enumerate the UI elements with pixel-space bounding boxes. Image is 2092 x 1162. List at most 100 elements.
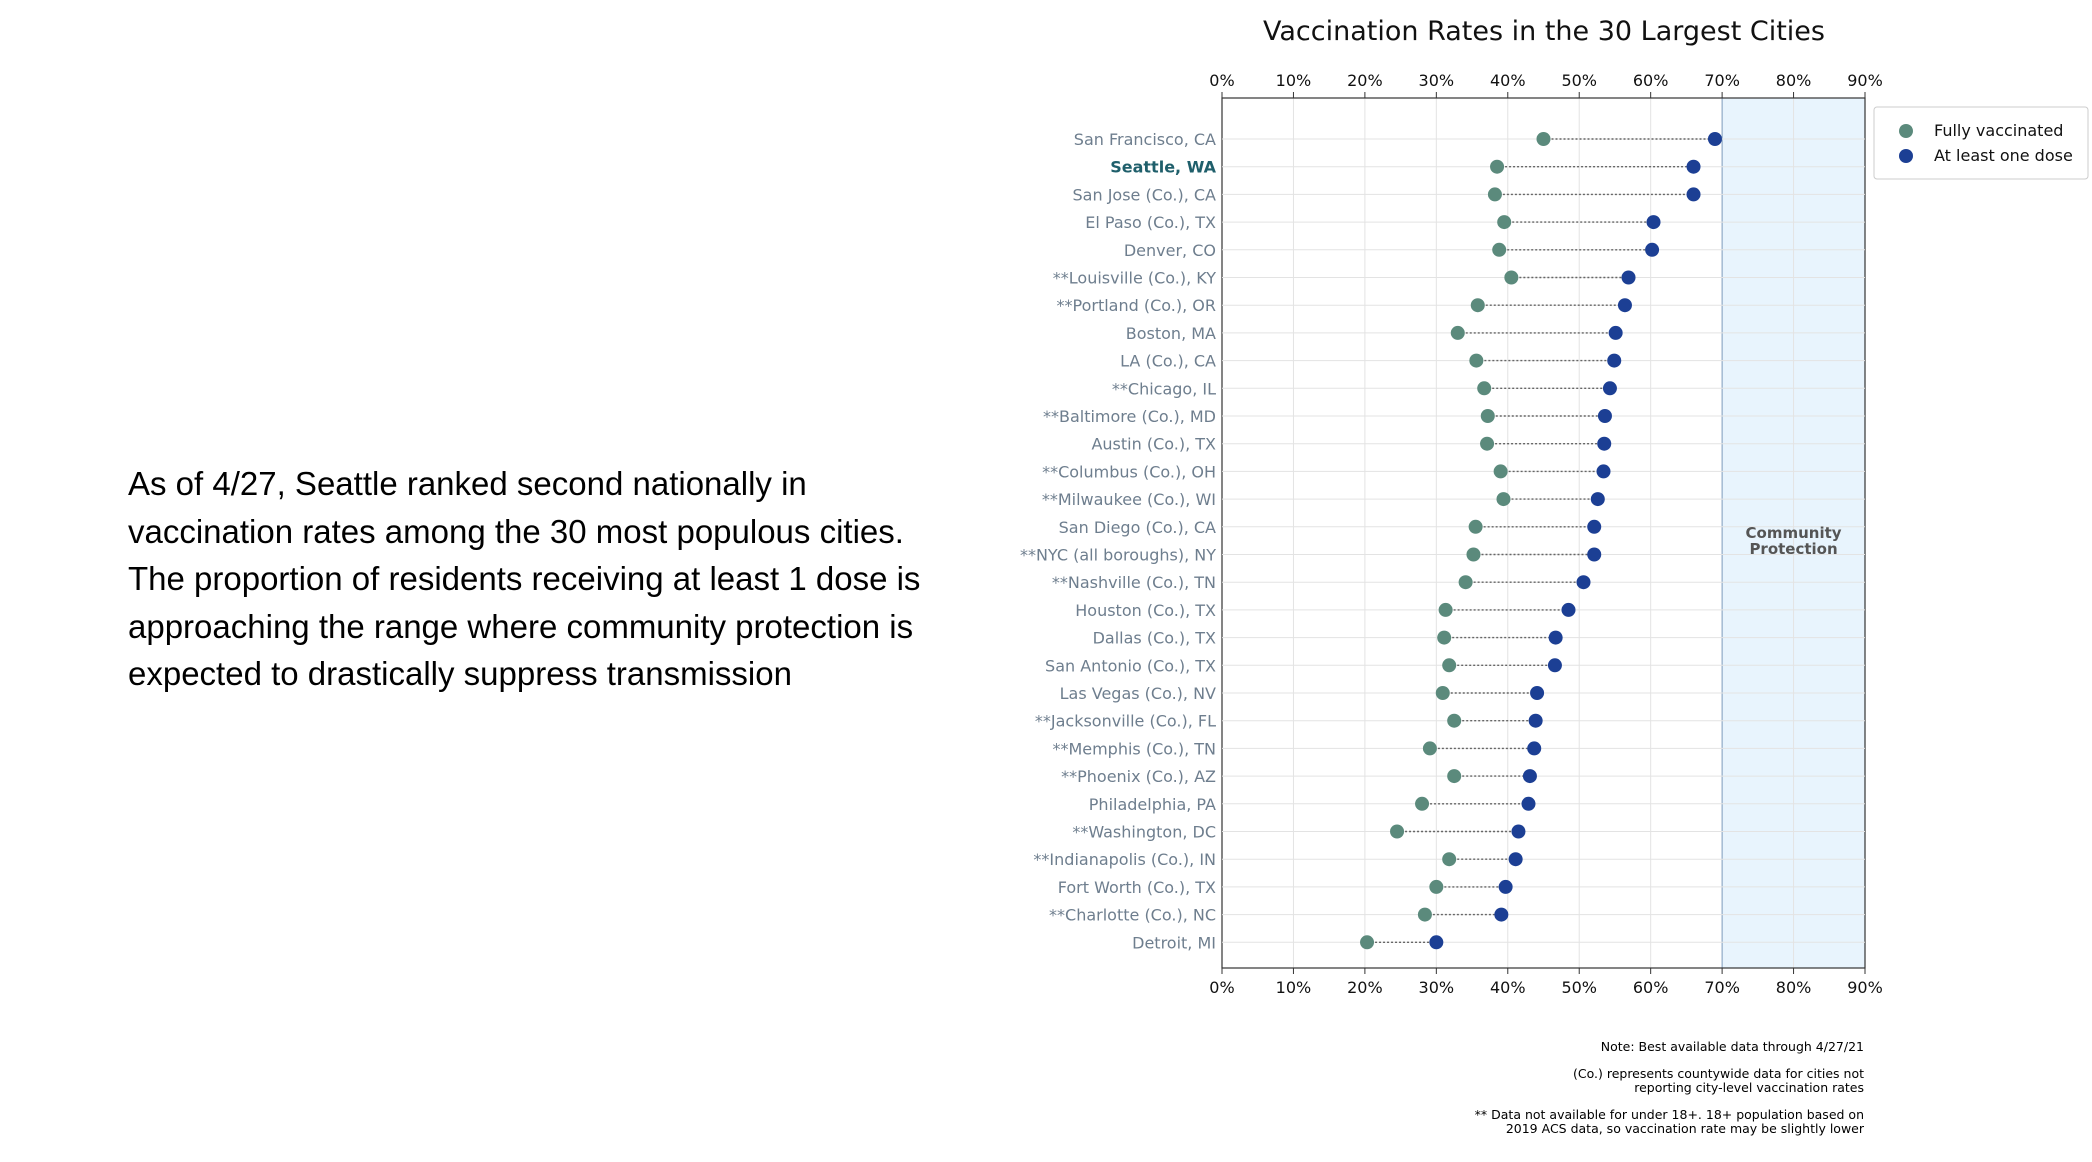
x-tick-label-top: 80% — [1776, 71, 1812, 90]
point-at-least-one-dose — [1602, 381, 1617, 396]
summary-text: As of 4/27, Seattle ranked second nation… — [128, 465, 921, 692]
point-fully-vaccinated — [1504, 270, 1519, 285]
city-row-seattle-wa: Seattle, WA — [1110, 158, 1865, 177]
point-at-least-one-dose — [1621, 270, 1636, 285]
point-fully-vaccinated — [1480, 409, 1495, 423]
city-label: Dallas (Co.), TX — [1093, 629, 1216, 648]
city-row-el-paso-co-tx: El Paso (Co.), TX — [1085, 213, 1865, 232]
x-tick-label-bottom: 70% — [1704, 978, 1740, 997]
x-tick-label-top: 20% — [1347, 71, 1383, 90]
city-label: **Indianapolis (Co.), IN — [1033, 850, 1216, 869]
point-fully-vaccinated — [1442, 658, 1457, 673]
point-fully-vaccinated — [1493, 464, 1508, 479]
point-at-least-one-dose — [1590, 492, 1605, 507]
legend-marker-fully-vaccinated — [1899, 124, 1913, 138]
city-label: **Portland (Co.), OR — [1057, 296, 1216, 315]
point-at-least-one-dose — [1561, 602, 1576, 617]
city-label: **Washington, DC — [1072, 823, 1216, 842]
city-row-san-diego-co-ca: San Diego (Co.), CA — [1059, 518, 1865, 537]
city-label: San Antonio (Co.), TX — [1045, 656, 1216, 675]
x-tick-label-top: 70% — [1704, 71, 1740, 90]
city-row-memphis-co-tn: **Memphis (Co.), TN — [1052, 739, 1865, 758]
chart-title: Vaccination Rates in the 30 Largest Citi… — [1263, 16, 1825, 47]
city-row-washington-dc: **Washington, DC — [1072, 823, 1865, 842]
legend-label-fully-vaccinated: Fully vaccinated — [1934, 121, 2063, 140]
city-label: San Diego (Co.), CA — [1059, 518, 1216, 537]
point-fully-vaccinated — [1480, 436, 1495, 451]
city-row-milwaukee-co-wi: **Milwaukee (Co.), WI — [1042, 490, 1865, 509]
city-row-portland-co-or: **Portland (Co.), OR — [1057, 296, 1865, 315]
point-at-least-one-dose — [1576, 575, 1591, 590]
x-tick-label-bottom: 90% — [1847, 978, 1883, 997]
point-fully-vaccinated — [1487, 187, 1502, 202]
point-fully-vaccinated — [1447, 713, 1462, 728]
x-tick-label-top: 0% — [1209, 71, 1234, 90]
city-label: **Jacksonville (Co.), FL — [1035, 712, 1216, 731]
legend-label-at-least-one-dose: At least one dose — [1934, 146, 2073, 165]
legend-marker-at-least-one-dose — [1899, 149, 1913, 163]
city-label: Boston, MA — [1126, 324, 1216, 343]
city-row-philadelphia-pa: Philadelphia, PA — [1089, 795, 1865, 814]
point-fully-vaccinated — [1477, 381, 1492, 396]
city-label: LA (Co.), CA — [1120, 352, 1216, 371]
point-fully-vaccinated — [1390, 824, 1405, 839]
point-fully-vaccinated — [1458, 575, 1473, 590]
point-at-least-one-dose — [1527, 741, 1542, 756]
city-row-san-antonio-co-tx: San Antonio (Co.), TX — [1045, 656, 1865, 675]
point-fully-vaccinated — [1490, 159, 1505, 174]
community-protection-label-line2: Protection — [1749, 540, 1837, 558]
point-at-least-one-dose — [1646, 215, 1661, 230]
city-label: **Milwaukee (Co.), WI — [1042, 490, 1216, 509]
point-at-least-one-dose — [1429, 935, 1444, 950]
x-tick-label-top: 10% — [1276, 71, 1312, 90]
x-tick-label-bottom: 60% — [1633, 978, 1669, 997]
city-label: Detroit, MI — [1132, 933, 1216, 952]
city-row-austin-co-tx: Austin (Co.), TX — [1091, 435, 1865, 454]
point-at-least-one-dose — [1597, 436, 1612, 451]
city-row-nashville-co-tn: **Nashville (Co.), TN — [1052, 573, 1865, 592]
city-row-las-vegas-co-nv: Las Vegas (Co.), NV — [1060, 684, 1865, 703]
city-row-louisville-co-ky: **Louisville (Co.), KY — [1053, 269, 1865, 288]
point-fully-vaccinated — [1450, 325, 1465, 340]
city-label: Seattle, WA — [1110, 158, 1216, 177]
city-row-columbus-co-oh: **Columbus (Co.), OH — [1042, 462, 1865, 481]
note-data-date: Note: Best available data through 4/27/2… — [1600, 1039, 1864, 1054]
x-tick-label-top: 60% — [1633, 71, 1669, 90]
x-tick-label-top: 50% — [1561, 71, 1597, 90]
point-at-least-one-dose — [1548, 630, 1563, 645]
x-tick-label-bottom: 40% — [1490, 978, 1526, 997]
city-label: El Paso (Co.), TX — [1085, 213, 1216, 232]
point-fully-vaccinated — [1497, 215, 1512, 230]
city-row-indianapolis-co-in: **Indianapolis (Co.), IN — [1033, 850, 1865, 869]
point-at-least-one-dose — [1645, 242, 1660, 257]
city-label: San Francisco, CA — [1074, 130, 1216, 149]
city-label: San Jose (Co.), CA — [1073, 185, 1217, 204]
city-row-san-francisco-ca: San Francisco, CA — [1074, 130, 1865, 149]
point-fully-vaccinated — [1466, 547, 1481, 562]
point-at-least-one-dose — [1617, 298, 1632, 313]
city-row-denver-co: Denver, CO — [1124, 241, 1865, 260]
point-at-least-one-dose — [1707, 132, 1722, 146]
point-at-least-one-dose — [1530, 686, 1545, 700]
city-label: **Nashville (Co.), TN — [1052, 573, 1216, 592]
point-fully-vaccinated — [1437, 630, 1452, 645]
point-fully-vaccinated — [1536, 132, 1551, 146]
city-label: **Memphis (Co.), TN — [1052, 739, 1216, 758]
city-label: **Phoenix (Co.), AZ — [1061, 767, 1216, 786]
point-at-least-one-dose — [1522, 769, 1537, 784]
city-row-phoenix-co-az: **Phoenix (Co.), AZ — [1061, 767, 1865, 786]
point-at-least-one-dose — [1547, 658, 1562, 673]
point-fully-vaccinated — [1442, 852, 1457, 867]
note-adult-population: ** Data not available for under 18+. 18+… — [1474, 1107, 1864, 1136]
x-tick-label-bottom: 10% — [1276, 978, 1312, 997]
point-at-least-one-dose — [1521, 796, 1536, 811]
city-row-jacksonville-co-fl: **Jacksonville (Co.), FL — [1035, 712, 1865, 731]
x-tick-label-bottom: 0% — [1209, 978, 1234, 997]
point-fully-vaccinated — [1468, 519, 1483, 534]
x-tick-label-bottom: 20% — [1347, 978, 1383, 997]
point-at-least-one-dose — [1587, 547, 1602, 562]
city-label: Denver, CO — [1124, 241, 1216, 260]
x-axis-top: 0% 10% 20% 30% 40% 50% 60% 70% 80% 90% — [1209, 71, 1883, 98]
city-label: Philadelphia, PA — [1089, 795, 1216, 814]
point-at-least-one-dose — [1494, 907, 1509, 922]
